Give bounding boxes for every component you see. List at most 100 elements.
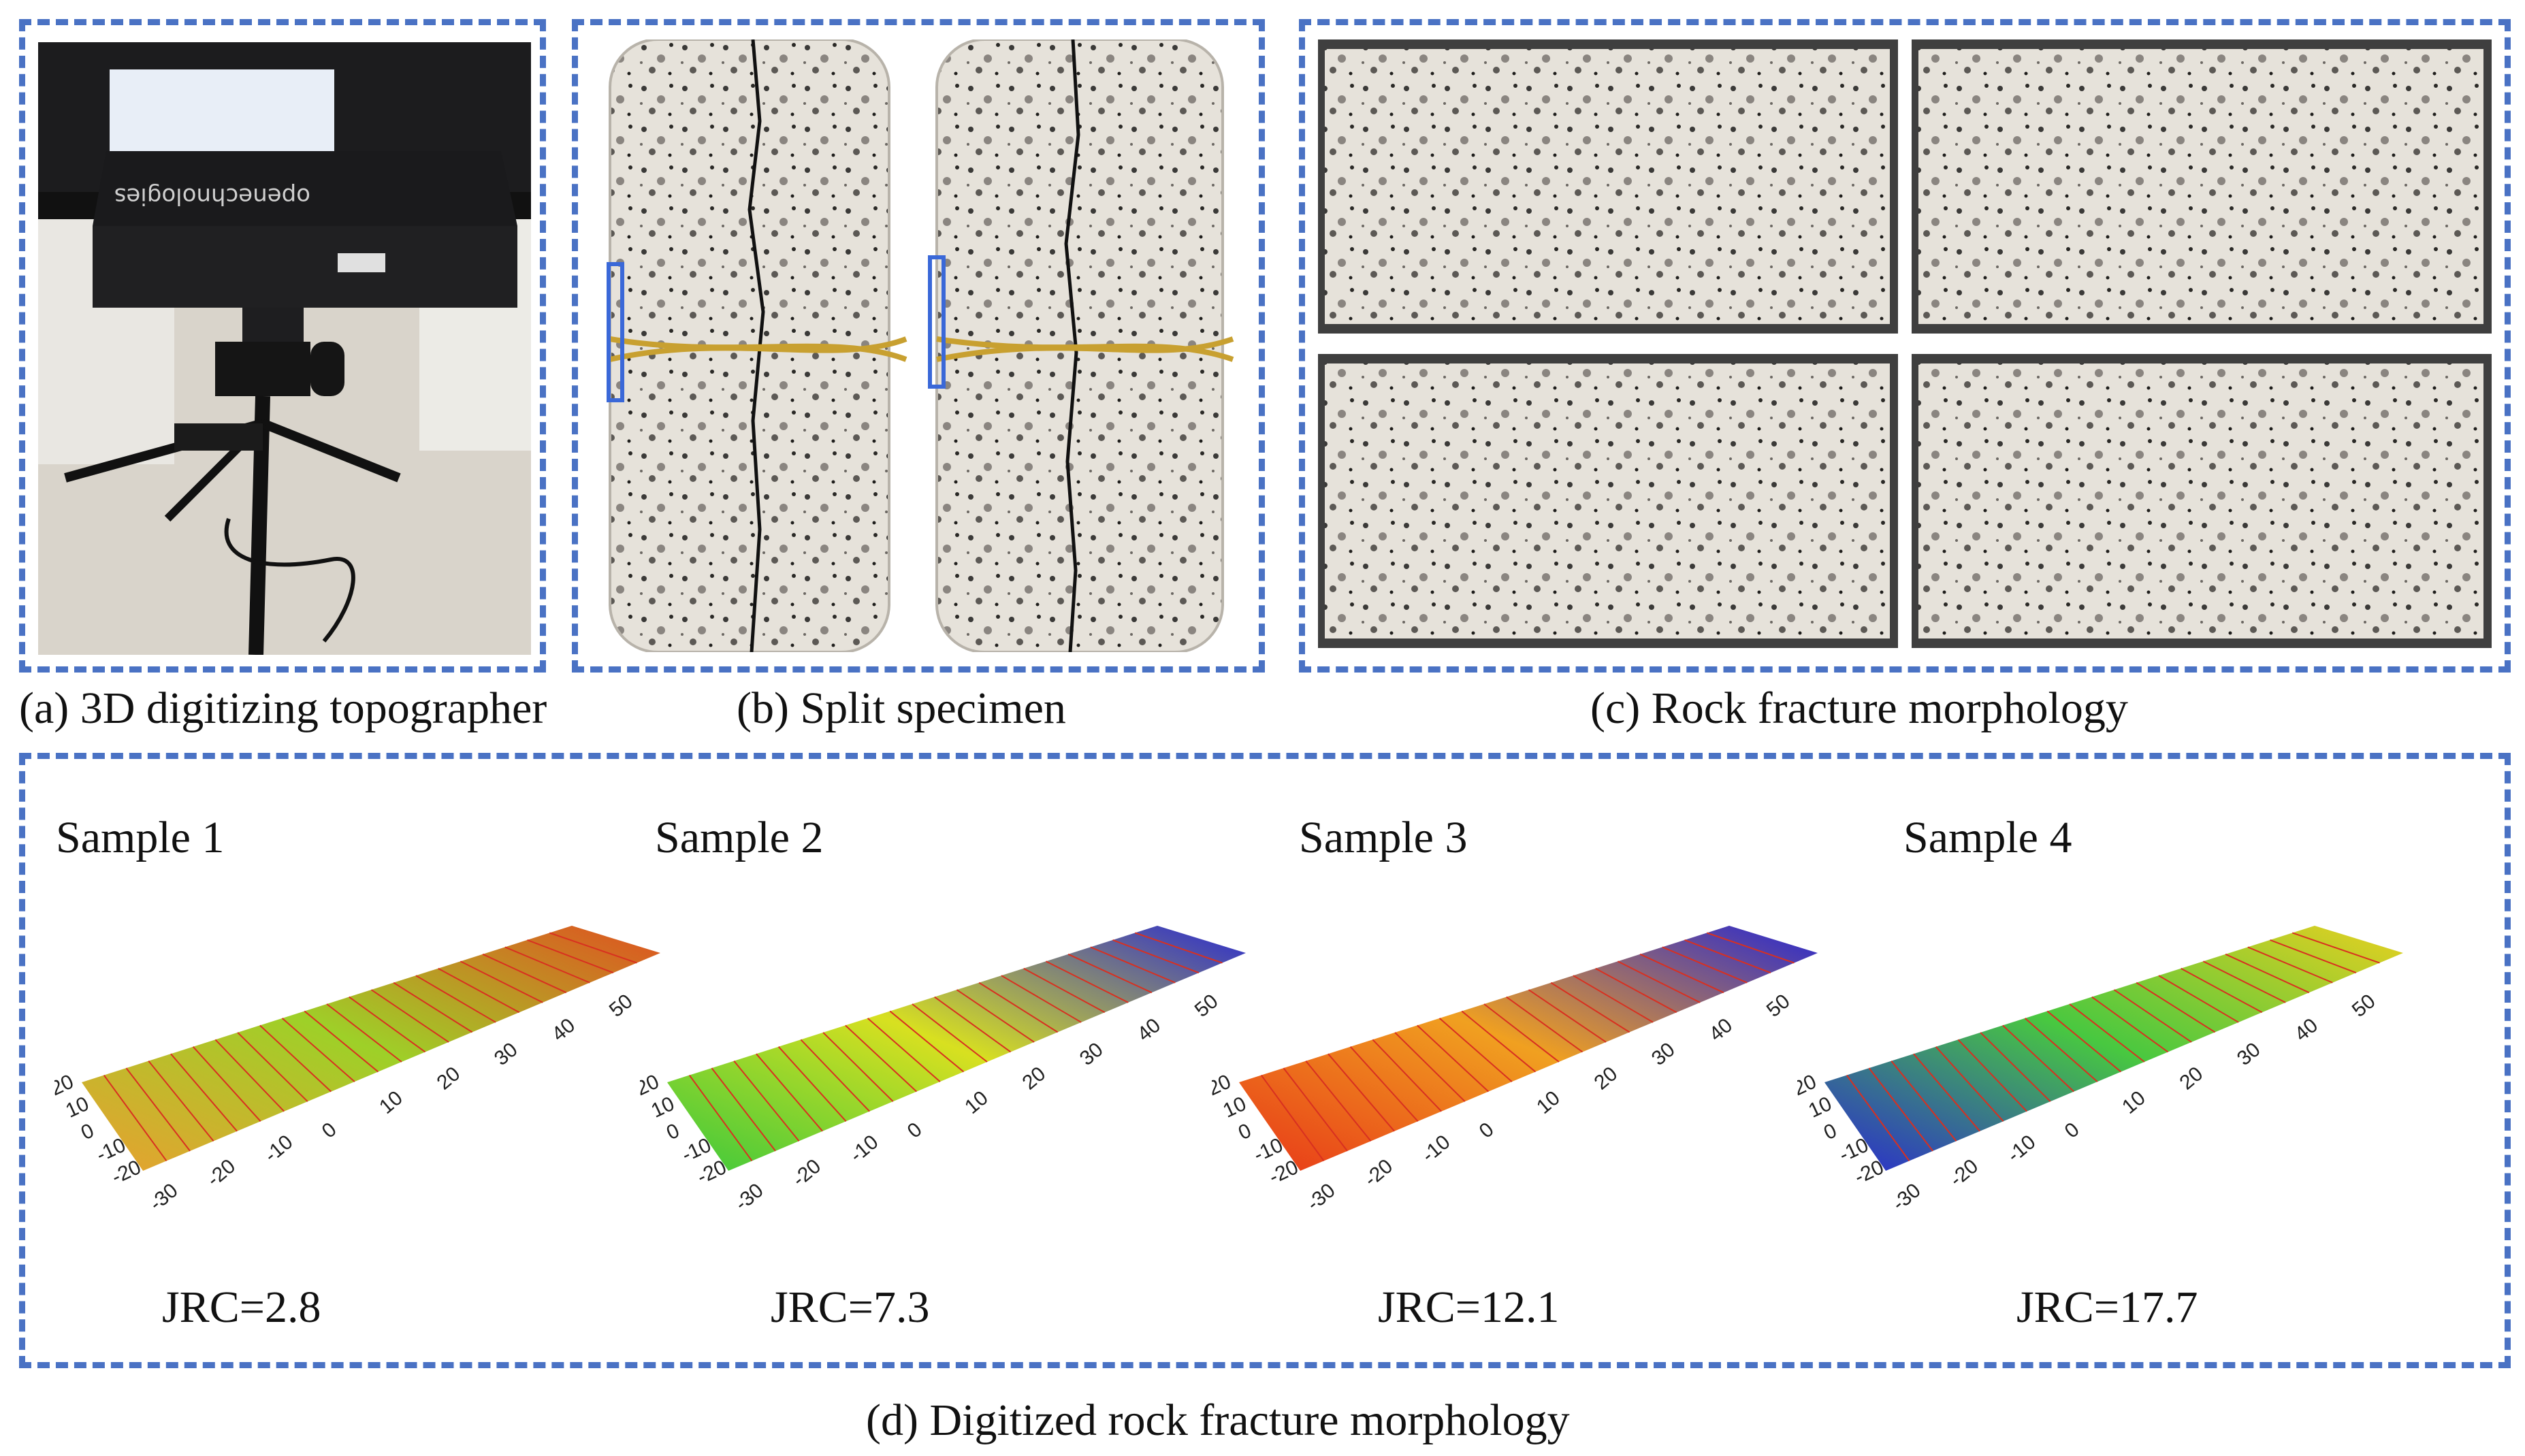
sample-2-jrc: JRC=7.3 bbox=[771, 1282, 930, 1332]
contour-line bbox=[192, 1046, 261, 1122]
contour-line bbox=[1305, 1061, 1372, 1142]
axis-tick-bottom: -10 bbox=[2003, 1131, 2040, 1167]
contour-line bbox=[1372, 1039, 1442, 1112]
axis-tick-bottom: 10 bbox=[1532, 1086, 1564, 1118]
contour-line bbox=[2181, 967, 2263, 1014]
contour-line bbox=[415, 975, 496, 1023]
axis-tick-bottom: -10 bbox=[1417, 1131, 1454, 1167]
axis-tick-bottom: 20 bbox=[1590, 1063, 1622, 1095]
contour-line bbox=[2291, 932, 2380, 964]
axis-tick-bottom: 30 bbox=[2233, 1038, 2265, 1070]
axis-tick-bottom: 0 bbox=[318, 1118, 341, 1143]
axis-tick-bottom: 30 bbox=[1647, 1038, 1679, 1070]
axis-tick-left: 20 bbox=[1212, 1070, 1234, 1100]
contour-line bbox=[867, 1018, 941, 1082]
contour-line bbox=[1090, 946, 1176, 984]
axis-tick-bottom: 20 bbox=[1018, 1063, 1050, 1095]
contour-line bbox=[1662, 946, 1748, 984]
device-brand: openechnologies bbox=[114, 182, 310, 210]
contour-line bbox=[1045, 960, 1129, 1003]
contour-line bbox=[822, 1032, 894, 1102]
axis-tick-left: 0 bbox=[78, 1119, 97, 1144]
contour-line bbox=[170, 1053, 238, 1132]
contour-line bbox=[2113, 989, 2192, 1043]
contour-line bbox=[1595, 967, 1677, 1014]
panel-d-frame bbox=[19, 753, 2511, 1368]
axis-tick-bottom: 0 bbox=[903, 1118, 927, 1143]
axis-tick-bottom: 30 bbox=[490, 1038, 522, 1070]
contour-line bbox=[1134, 932, 1223, 964]
contour-line bbox=[1349, 1046, 1419, 1122]
contour-line bbox=[103, 1074, 167, 1162]
contour-line bbox=[237, 1032, 308, 1102]
sample-3-jrc: JRC=12.1 bbox=[1378, 1282, 1560, 1332]
contour-line bbox=[733, 1061, 800, 1142]
surface-mesh bbox=[82, 926, 660, 1171]
contour-line bbox=[1913, 1053, 1980, 1132]
contour-line bbox=[259, 1024, 332, 1093]
contour-line bbox=[688, 1074, 753, 1162]
contour-line bbox=[1684, 939, 1771, 974]
contour-line bbox=[2024, 1018, 2098, 1082]
contour-line bbox=[1846, 1074, 1910, 1162]
contour-line bbox=[2202, 960, 2286, 1003]
contour-line bbox=[2247, 946, 2333, 984]
contour-line bbox=[1394, 1032, 1466, 1102]
surface-mesh bbox=[1239, 926, 1818, 1171]
axis-tick-bottom: 50 bbox=[605, 990, 637, 1022]
axis-tick-bottom: -30 bbox=[1302, 1179, 1339, 1215]
axis-tick-bottom: -10 bbox=[260, 1131, 297, 1167]
contour-line bbox=[1550, 982, 1630, 1033]
contour-line bbox=[326, 1003, 402, 1063]
contour-line bbox=[956, 989, 1035, 1043]
contour-line bbox=[349, 996, 426, 1053]
contour-line bbox=[845, 1024, 918, 1093]
topographer-photo: openechnologies bbox=[38, 42, 531, 655]
contour-line bbox=[1891, 1061, 1957, 1142]
panel-b-caption: (b) Split specimen bbox=[737, 683, 1066, 733]
contour-line bbox=[125, 1067, 191, 1152]
contour-line bbox=[2002, 1024, 2075, 1093]
contour-line bbox=[2046, 1010, 2122, 1073]
contour-line bbox=[934, 996, 1012, 1053]
fracture-photo-2 bbox=[1912, 39, 2492, 334]
panel-a-frame bbox=[19, 19, 546, 673]
contour-line bbox=[2270, 939, 2357, 974]
axis-tick-left: 20 bbox=[54, 1070, 77, 1100]
axis-tick-left: 20 bbox=[1797, 1070, 1820, 1100]
axis-tick-bottom: -10 bbox=[846, 1131, 882, 1167]
contour-line bbox=[1573, 975, 1654, 1023]
fracture-photo-3 bbox=[1318, 354, 1898, 648]
contour-line bbox=[1868, 1067, 1933, 1152]
contour-line bbox=[2225, 953, 2310, 994]
axis-tick-bottom: 40 bbox=[1133, 1014, 1165, 1046]
sample-4-label: Sample 4 bbox=[1903, 813, 2072, 862]
contour-line bbox=[1980, 1032, 2051, 1102]
contour-line bbox=[1067, 953, 1153, 994]
contour-line bbox=[889, 1010, 965, 1073]
contour-line bbox=[1706, 932, 1795, 964]
contour-line bbox=[460, 960, 543, 1003]
contour-line bbox=[1417, 1024, 1490, 1093]
axis-tick-bottom: 40 bbox=[1705, 1014, 1737, 1046]
axis-tick-bottom: 10 bbox=[2118, 1086, 2150, 1118]
panel-b-frame bbox=[572, 19, 1265, 673]
surface-mesh bbox=[667, 926, 1246, 1171]
contour-line bbox=[912, 1003, 988, 1063]
contour-line bbox=[527, 939, 614, 974]
contour-line bbox=[2069, 1003, 2145, 1063]
axis-tick-bottom: -20 bbox=[203, 1155, 240, 1191]
surface-mesh bbox=[1824, 926, 2403, 1171]
contour-line bbox=[1935, 1046, 2004, 1122]
fracture-photo-1 bbox=[1318, 39, 1898, 334]
axis-tick-bottom: -30 bbox=[1888, 1179, 1925, 1215]
contour-line bbox=[304, 1010, 379, 1073]
contour-line bbox=[393, 982, 473, 1033]
axis-tick-bottom: 10 bbox=[961, 1086, 993, 1118]
axis-tick-bottom: 30 bbox=[1076, 1038, 1108, 1070]
axis-tick-left: 0 bbox=[663, 1119, 683, 1144]
